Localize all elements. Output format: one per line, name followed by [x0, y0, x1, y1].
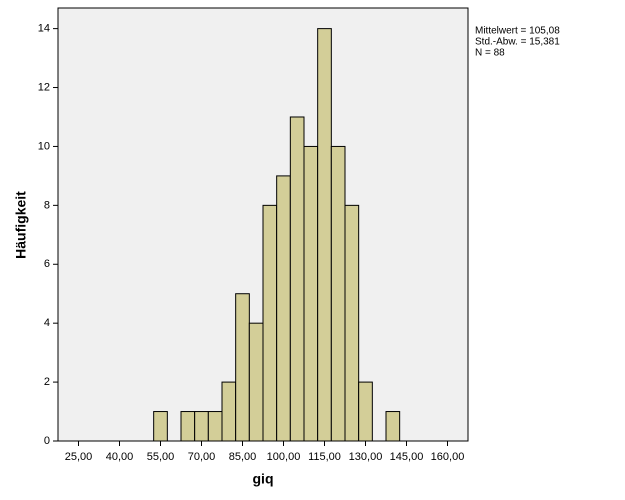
- bar: [235, 293, 250, 442]
- y-tick-label: 14: [38, 23, 50, 35]
- bar: [289, 116, 305, 442]
- x-tick-label: 130,00: [349, 451, 383, 463]
- bar: [207, 411, 223, 442]
- y-axis-title: Häufigkeit: [13, 191, 29, 259]
- bar: [317, 28, 332, 442]
- bar: [153, 411, 168, 442]
- x-tick-label: 25,00: [65, 451, 93, 463]
- y-tick-label: 12: [38, 81, 50, 93]
- bar: [262, 204, 278, 442]
- y-tick-label: 0: [44, 435, 50, 447]
- bar: [180, 411, 196, 442]
- x-tick-label: 55,00: [147, 451, 175, 463]
- y-tick-label: 2: [44, 376, 50, 388]
- x-axis-title: giq: [253, 471, 274, 487]
- y-tick-label: 8: [44, 199, 50, 211]
- x-tick-label: 85,00: [229, 451, 257, 463]
- bar: [344, 204, 360, 442]
- bar: [221, 381, 237, 442]
- bar: [276, 175, 291, 442]
- y-tick-label: 6: [44, 258, 50, 270]
- y-tick-label: 4: [44, 317, 50, 329]
- bar: [358, 381, 373, 442]
- bar: [248, 322, 264, 442]
- x-tick-label: 40,00: [106, 451, 134, 463]
- bar: [194, 411, 209, 442]
- annotation: Std.-Abw. = 15,381: [475, 37, 560, 48]
- x-tick-label: 145,00: [390, 451, 424, 463]
- bar: [330, 145, 346, 442]
- y-tick-label: 10: [38, 140, 50, 152]
- bar: [385, 411, 401, 442]
- x-tick-label: 100,00: [267, 451, 301, 463]
- x-tick-label: 115,00: [308, 451, 341, 463]
- annotation: N = 88: [475, 48, 505, 59]
- annotation: Mittelwert = 105,08: [475, 26, 560, 37]
- x-tick-label: 160,00: [431, 451, 465, 463]
- bar: [303, 145, 319, 442]
- x-tick-label: 70,00: [188, 451, 216, 463]
